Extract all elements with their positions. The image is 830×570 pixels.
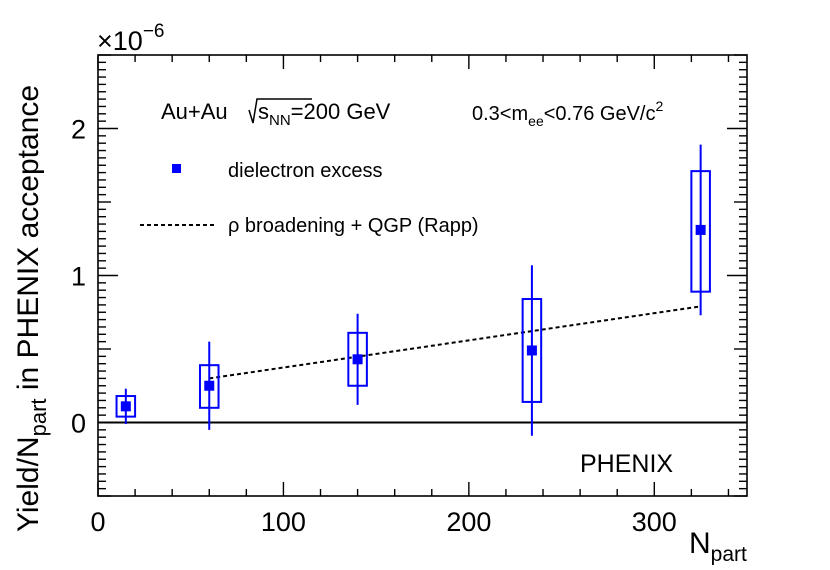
x-tick-label: 300 [632, 507, 677, 537]
energy-label: sNN=200 GeV [258, 99, 391, 129]
data-point-group [521, 265, 543, 436]
x-tick-label: 200 [446, 507, 491, 537]
data-point-group [690, 144, 711, 316]
data-point [526, 345, 537, 356]
y-tick-label: 2 [71, 115, 86, 145]
data-point [695, 224, 706, 235]
legend-label-rapp: ρ broadening + QGP (Rapp) [228, 215, 479, 237]
x-axis-ticks: 0 100 200 300 [90, 55, 730, 537]
data-point [120, 401, 131, 412]
x-tick-label: 0 [90, 507, 105, 537]
x-axis-label: Npart [689, 527, 747, 565]
data-point [204, 380, 215, 391]
experiment-label: PHENIX [580, 450, 673, 478]
model-line-rapp [209, 305, 701, 380]
sqrt-sign [248, 98, 312, 124]
data-point-group [198, 341, 220, 430]
y-multiplier: ×10−6 [97, 21, 164, 56]
legend-marker-excess [172, 164, 181, 173]
mass-range-label: 0.3<mee<0.76 GeV/c2 [472, 98, 663, 129]
data-point [352, 354, 363, 365]
y-axis-label: Yield/Npart in PHENIX acceptance [12, 85, 51, 532]
y-tick-label: 1 [71, 262, 86, 292]
data-point-group [115, 388, 137, 424]
legend-label-excess: dielectron excess [228, 160, 383, 182]
data-points-layer [115, 144, 711, 436]
model-line-layer [209, 305, 701, 380]
data-point-group [347, 313, 368, 405]
y-tick-label: 0 [71, 409, 86, 439]
collision-system-label: Au+Au [161, 99, 228, 124]
y-axis-ticks: 0 1 2 [71, 54, 747, 497]
x-tick-label: 100 [261, 507, 306, 537]
